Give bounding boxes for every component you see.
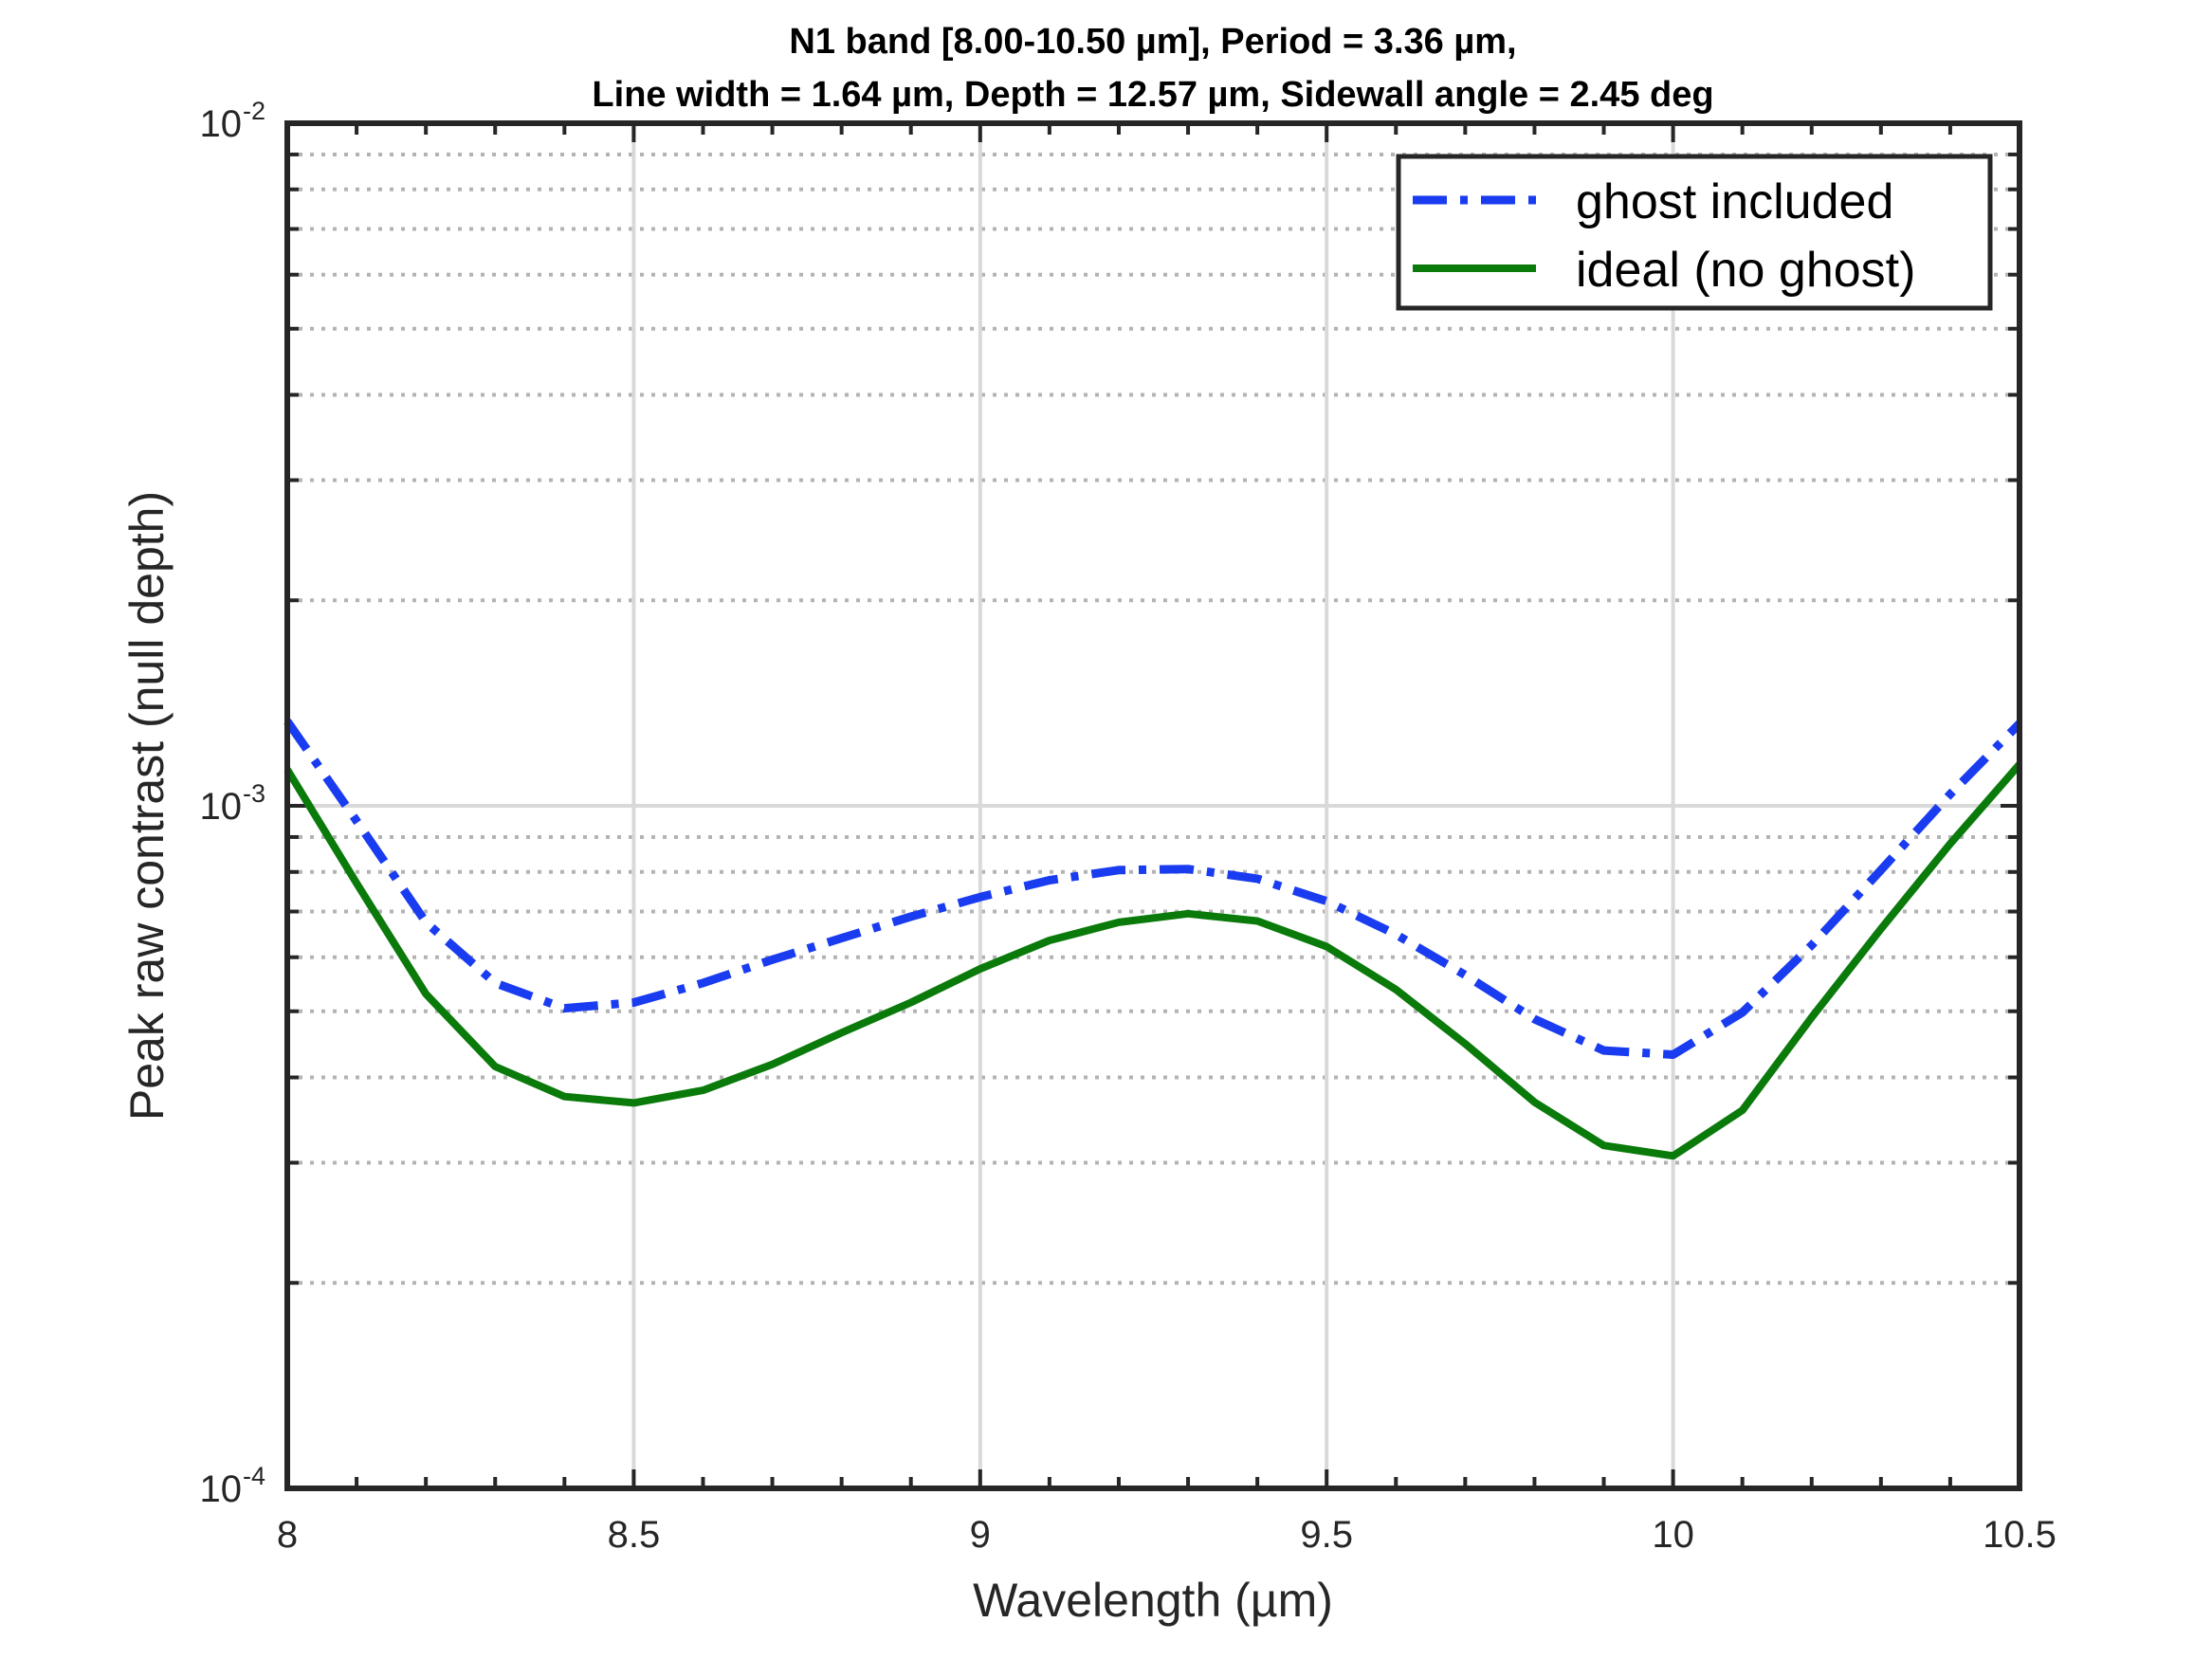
y-tick-label: 10	[200, 103, 243, 145]
y-tick-label: 10	[200, 1468, 243, 1510]
series-line-ideal-no-ghost	[283, 761, 2023, 1160]
chart-title-line-2: Line width = 1.64 µm, Depth = 12.57 µm, …	[592, 75, 1713, 115]
y-tick-exponent: -2	[243, 97, 265, 125]
y-axis-label: Peak raw contrast (null depth)	[120, 491, 174, 1121]
axes-box	[284, 120, 2022, 1491]
y-tick-exponent: -3	[243, 779, 265, 808]
chart-title-line-1: N1 band [8.00-10.50 µm], Period = 3.36 µ…	[789, 22, 1516, 62]
x-tick-label: 10.5	[1983, 1514, 2057, 1556]
series-line-ghost-included	[283, 719, 2023, 1059]
legend: ghost included ideal (no ghost)	[1396, 154, 1993, 311]
x-tick-label: 10	[1652, 1514, 1694, 1556]
x-axis-label: Wavelength (µm)	[973, 1574, 1333, 1627]
legend-label-ghost: ghost included	[1576, 174, 1893, 229]
x-tick-label: 8	[277, 1514, 298, 1556]
x-tick-label: 9.5	[1300, 1514, 1353, 1556]
x-tick-label: 8.5	[608, 1514, 661, 1556]
x-tick-labels: 8 8.5 9 9.5 10 10.5	[277, 1514, 2057, 1556]
y-tick-label: 10	[200, 786, 243, 828]
series-lines	[283, 719, 2023, 1160]
y-tick-labels: 10-410-310-2	[200, 97, 266, 1510]
y-tick-exponent: -4	[243, 1462, 265, 1490]
legend-box	[1396, 154, 1993, 311]
legend-label-ideal: ideal (no ghost)	[1576, 243, 1915, 298]
x-tick-label: 9	[970, 1514, 991, 1556]
